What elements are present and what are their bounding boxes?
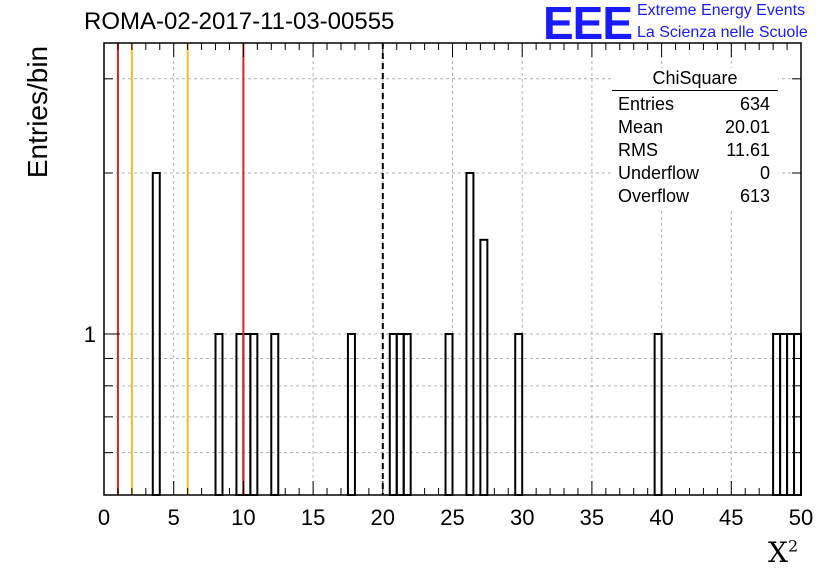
stats-header: ChiSquare xyxy=(612,68,778,91)
x-tick-label: 30 xyxy=(510,505,534,530)
x-tick-label: 45 xyxy=(719,505,743,530)
axes-layer xyxy=(103,42,802,496)
stats-label: Overflow xyxy=(618,186,690,206)
reference-lines xyxy=(116,43,384,495)
x-tick-label: 50 xyxy=(789,505,813,530)
logo-line-2: La Scienza nelle Scuole xyxy=(637,24,808,41)
stats-row-entries: Entries 634 xyxy=(612,93,778,116)
stats-row-underflow: Underflow 0 xyxy=(612,162,778,185)
tick-labels: 0 5 10 15 20 25 30 35 40 45 50 1 xyxy=(84,322,813,530)
x-tick-label: 5 xyxy=(168,505,180,530)
stats-row-overflow: Overflow 613 xyxy=(612,185,778,208)
chart-title: ROMA-02-2017-11-03-00555 xyxy=(84,8,395,35)
logo-line-1: Extreme Energy Events xyxy=(637,2,806,19)
x-tick-label: 20 xyxy=(371,505,395,530)
y-tick-label: 1 xyxy=(84,322,96,347)
x-tick-label: 15 xyxy=(301,505,325,530)
x-tick-label: 40 xyxy=(649,505,673,530)
stats-value: 0 xyxy=(759,163,770,183)
x-tick-label: 0 xyxy=(98,505,110,530)
stats-value: 613 xyxy=(739,186,770,206)
x-tick-label: 25 xyxy=(440,505,464,530)
stats-value: 11.61 xyxy=(726,140,770,160)
stats-value: 20.01 xyxy=(724,117,770,137)
stats-label: RMS xyxy=(618,140,658,160)
eee-logo: EEE xyxy=(543,0,633,49)
stats-label: Mean xyxy=(618,117,664,137)
stats-label: Entries xyxy=(618,94,675,114)
stats-box: ChiSquare Entries 634 Mean 20.01 RMS 11.61 … xyxy=(612,68,778,208)
stats-value: 634 xyxy=(739,94,770,114)
x-axis-label: X2 xyxy=(768,536,799,569)
histogram-bar xyxy=(479,238,489,496)
stats-row-mean: Mean 20.01 xyxy=(612,116,778,139)
y-axis-label: Entries/bin xyxy=(22,45,53,179)
stats-label: Underflow xyxy=(618,163,700,183)
x-tick-label: 10 xyxy=(231,505,255,530)
stats-row-rms: RMS 11.61 xyxy=(612,139,778,162)
x-tick-label: 35 xyxy=(580,505,604,530)
